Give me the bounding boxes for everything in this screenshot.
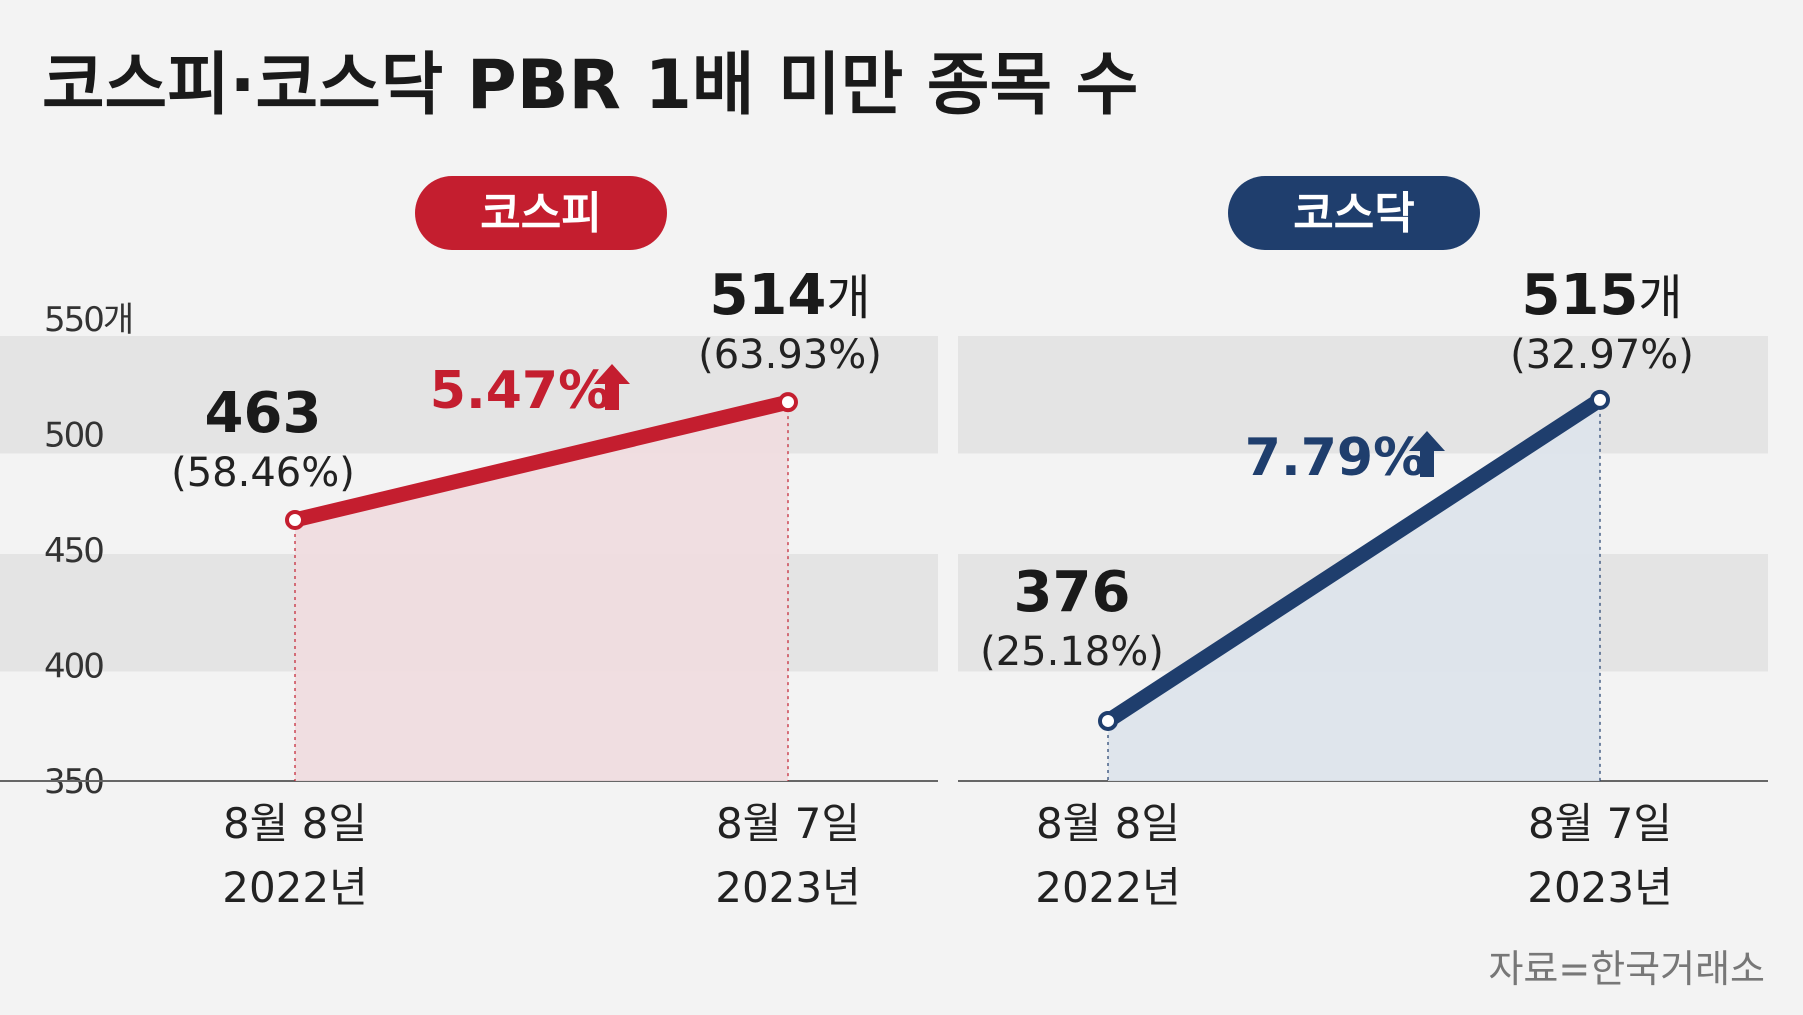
x-tick-date: 8월 8일: [223, 799, 367, 848]
x-tick-year: 2022년: [1035, 863, 1181, 912]
data-point: [285, 509, 305, 530]
series-line: [1100, 392, 1608, 729]
y-tick-label: 500: [44, 416, 103, 456]
y-tick-label: 400: [44, 647, 103, 687]
panel-0: 550개500450400350463(58.46%)514개(63.93%)5…: [0, 176, 938, 912]
x-tick-date: 8월 7일: [716, 799, 860, 848]
x-tick-year: 2022년: [222, 863, 368, 912]
percent-label: (58.46%): [171, 450, 355, 496]
chart-panels: 550개500450400350463(58.46%)514개(63.93%)5…: [0, 176, 1768, 912]
change-label: 5.47%: [430, 361, 610, 421]
data-point: [1098, 710, 1118, 731]
percent-label: (25.18%): [980, 629, 1164, 675]
value-label: 463: [205, 381, 322, 446]
panel-badge: [415, 176, 667, 250]
panel-badge: [1228, 176, 1480, 250]
value-number: 376: [1014, 560, 1131, 625]
value-label: 376: [1014, 560, 1131, 625]
value-label: 515개: [1521, 263, 1682, 328]
panel-1: 376(25.18%)515개(32.97%)7.79%8월 8일2022년8월…: [958, 176, 1768, 912]
data-point: [778, 392, 798, 413]
value-unit: 개: [826, 270, 870, 326]
percent-label: (63.93%): [698, 332, 882, 378]
x-tick-date: 8월 8일: [1036, 799, 1180, 848]
area-fill: [1108, 399, 1600, 781]
y-tick-label: 550개: [44, 300, 132, 340]
panel-title: 코스닥: [1293, 188, 1414, 239]
source-label: 자료=한국거래소: [1488, 947, 1765, 991]
value-label: 514개: [709, 263, 870, 328]
arrow-up-icon: [594, 364, 630, 410]
value-number: 514: [709, 263, 826, 328]
y-tick-label: 450: [44, 531, 103, 571]
arrow-up-icon: [1409, 431, 1445, 477]
percent-label: (32.97%): [1510, 332, 1694, 378]
grid-band: [958, 336, 1768, 454]
change-label: 7.79%: [1245, 428, 1425, 488]
data-point: [1590, 389, 1610, 410]
panel-title: 코스피: [480, 188, 601, 239]
value-number: 463: [205, 381, 322, 446]
series-line: [287, 394, 796, 528]
chart-title: 코스피·코스닥 PBR 1배 미만 종목 수: [42, 46, 1138, 125]
x-tick-year: 2023년: [715, 863, 861, 912]
x-tick-date: 8월 7일: [1528, 799, 1672, 848]
x-tick-year: 2023년: [1527, 863, 1673, 912]
value-number: 515: [1521, 263, 1638, 328]
value-unit: 개: [1638, 270, 1682, 326]
